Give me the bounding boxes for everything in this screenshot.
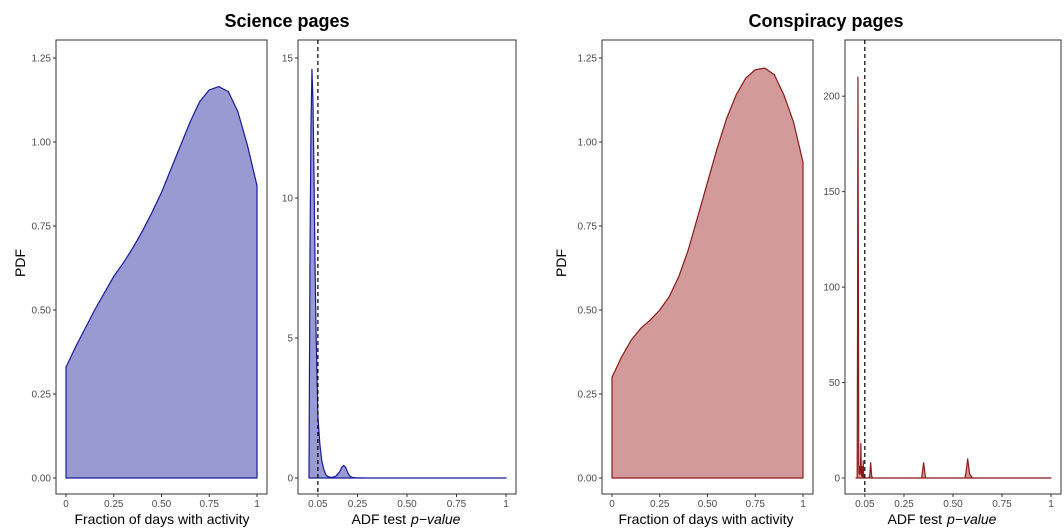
xlabel-science-adf: ADF test p−value: [352, 511, 461, 527]
panel-science-activity: 0.00 0.25 0.50 0.75 1.00 1.25 0 0.25 0.50 0.75 1: [32, 39, 268, 510]
y-tick-label: 1.25: [578, 54, 598, 65]
x-tick-label: 0.50: [397, 499, 417, 510]
x-tick-label: 1: [800, 499, 806, 510]
x-tick-label: 0.25: [650, 499, 670, 510]
panel-frame: [844, 39, 1062, 495]
xlabel-science-activity: Fraction of days with activity: [74, 511, 249, 527]
x-tick-label: 0.25: [894, 499, 914, 510]
ylabel-science: PDF: [12, 249, 28, 277]
panel-conspiracy-activity: 0.00 0.25 0.50 0.75 1.00 1.25 0 0.25 0.50 0.75 1: [578, 39, 814, 510]
y-tick-label: 0.25: [32, 390, 52, 401]
x-tick-label: 0.50: [698, 499, 718, 510]
x-tick-label: 0.75: [992, 499, 1012, 510]
density-line: [855, 76, 1052, 479]
xlabel-science-adf-italic: p−value: [410, 511, 461, 527]
x-tick-label: 0.50: [943, 499, 963, 510]
density-line: [611, 67, 804, 479]
x-tick-label: 0: [609, 499, 615, 510]
x-tick-label: 1: [503, 499, 509, 510]
density-line: [308, 68, 507, 479]
x-tick-label: 0: [63, 499, 69, 510]
y-tick-label: 0.75: [578, 222, 598, 233]
x-tick-label: 0.75: [447, 499, 467, 510]
x-tick-label: 1: [254, 499, 260, 510]
x-tick-label: 1: [1048, 499, 1054, 510]
panel-science-adf: 0 5 10 15 0.05 0.25 0.50 0.75 1: [282, 39, 517, 510]
x-tick-label: 0.75: [200, 499, 220, 510]
density-area: [855, 77, 1051, 478]
x-tick-label: 0.05: [308, 499, 328, 510]
y-tick-label: 15: [282, 54, 294, 65]
x-tick-label: 0.25: [348, 499, 368, 510]
density-area: [66, 86, 257, 478]
density-area: [612, 68, 803, 478]
xlabel-conspiracy-activity: Fraction of days with activity: [618, 511, 793, 527]
xlabel-science-adf-main: ADF test: [352, 511, 407, 527]
y-tick-label: 5: [287, 334, 293, 345]
y-tick-label: 100: [823, 283, 840, 294]
y-tick-label: 1.00: [32, 138, 52, 149]
x-tick-label: 0.05: [855, 499, 875, 510]
xlabel-conspiracy-adf-italic: p−value: [946, 511, 997, 527]
group-title-science: Science pages: [224, 11, 349, 31]
y-tick-label: 200: [823, 92, 840, 103]
panel-conspiracy-adf: 0 50 100 150 200 0.05 0.25 0.50 0.75 1: [823, 39, 1062, 510]
y-tick-label: 0.50: [32, 306, 52, 317]
y-tick-label: 1.25: [32, 54, 52, 65]
y-tick-label: 0.50: [578, 306, 598, 317]
y-tick-label: 0: [287, 474, 293, 485]
y-tick-label: 50: [829, 378, 841, 389]
density-line: [65, 85, 258, 479]
ylabel-conspiracy: PDF: [553, 249, 569, 277]
panel-frame: [297, 39, 517, 495]
xlabel-conspiracy-adf-main: ADF test: [888, 511, 943, 527]
y-tick-label: 0.00: [578, 474, 598, 485]
y-tick-label: 1.00: [578, 138, 598, 149]
group-title-conspiracy: Conspiracy pages: [748, 11, 903, 31]
y-tick-label: 0.00: [32, 474, 52, 485]
y-tick-label: 150: [823, 187, 840, 198]
y-tick-label: 0.25: [578, 390, 598, 401]
y-tick-label: 0.75: [32, 222, 52, 233]
y-tick-label: 10: [282, 194, 294, 205]
x-tick-label: 0.25: [104, 499, 124, 510]
x-tick-label: 0.75: [746, 499, 766, 510]
density-area: [308, 69, 506, 478]
xlabel-conspiracy-adf: ADF test p−value: [888, 511, 997, 527]
x-tick-label: 0.50: [152, 499, 172, 510]
y-tick-label: 0: [834, 474, 840, 485]
